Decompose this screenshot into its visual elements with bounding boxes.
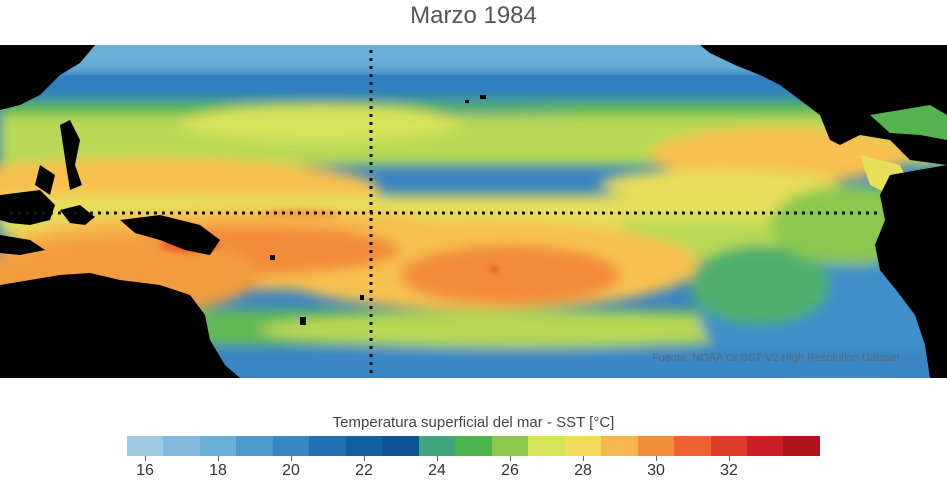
colorbar-tick-label: 20 [282, 462, 300, 479]
land-masses [0, 45, 947, 378]
colorbar-tick-mark [583, 456, 584, 461]
colorbar-swatch [309, 436, 346, 456]
colorbar-swatch [345, 436, 383, 456]
colorbar-tick-mark [656, 456, 657, 461]
colorbar-tick-label: 24 [428, 462, 446, 479]
colorbar-swatch [127, 436, 164, 456]
colorbar-tick-mark [729, 456, 730, 461]
colorbar-swatch [674, 436, 711, 456]
colorbar-tick-label: 16 [136, 462, 154, 479]
colorbar-swatch [382, 436, 419, 456]
legend-title: Temperatura superficial del mar - SST [°… [332, 414, 615, 431]
sst-map: Fuente: NOAA OI SST V2 High Resolution D… [0, 45, 947, 378]
colorbar-swatch [710, 436, 747, 456]
colorbar-tick-mark [218, 456, 219, 461]
colorbar-swatch [418, 436, 456, 456]
colorbar-tick-label: 22 [355, 462, 373, 479]
colorbar-swatch [199, 436, 237, 456]
colorbar-tick-mark [437, 456, 438, 461]
colorbar-swatch [601, 436, 638, 456]
colorbar-tick-label: 32 [720, 462, 738, 479]
colorbar-swatch [564, 436, 602, 456]
colorbar-swatch [236, 436, 273, 456]
colorbar-swatch [783, 436, 820, 456]
colorbar-swatch [455, 436, 492, 456]
colorbar-tick-label: 30 [647, 462, 665, 479]
colorbar-tick-label: 28 [574, 462, 592, 479]
colorbar-tick-mark [145, 456, 146, 461]
colorbar-tick-label: 26 [501, 462, 519, 479]
colorbar-swatch [491, 436, 529, 456]
source-text: Fuente: NOAA OI SST V2 High Resolution D… [652, 352, 900, 364]
colorbar-tick-mark [291, 456, 292, 461]
colorbar-swatch [272, 436, 310, 456]
colorbar-tick-mark [510, 456, 511, 461]
colorbar-swatch [746, 436, 784, 456]
page-title: Marzo 1984 [410, 2, 537, 29]
colorbar-swatch [528, 436, 565, 456]
colorbar-swatch [637, 436, 675, 456]
colorbar-tick-mark [364, 456, 365, 461]
colorbar-swatch [163, 436, 200, 456]
colorbar-ticks: 16 18 20 22 24 26 28 30 32 [0, 456, 947, 480]
colorbar-tick-label: 18 [209, 462, 227, 479]
colorbar [127, 436, 820, 456]
